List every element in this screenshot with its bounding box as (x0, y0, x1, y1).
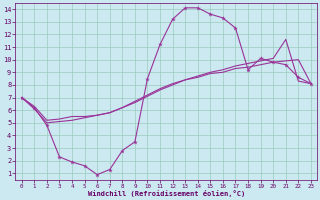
X-axis label: Windchill (Refroidissement éolien,°C): Windchill (Refroidissement éolien,°C) (88, 190, 245, 197)
